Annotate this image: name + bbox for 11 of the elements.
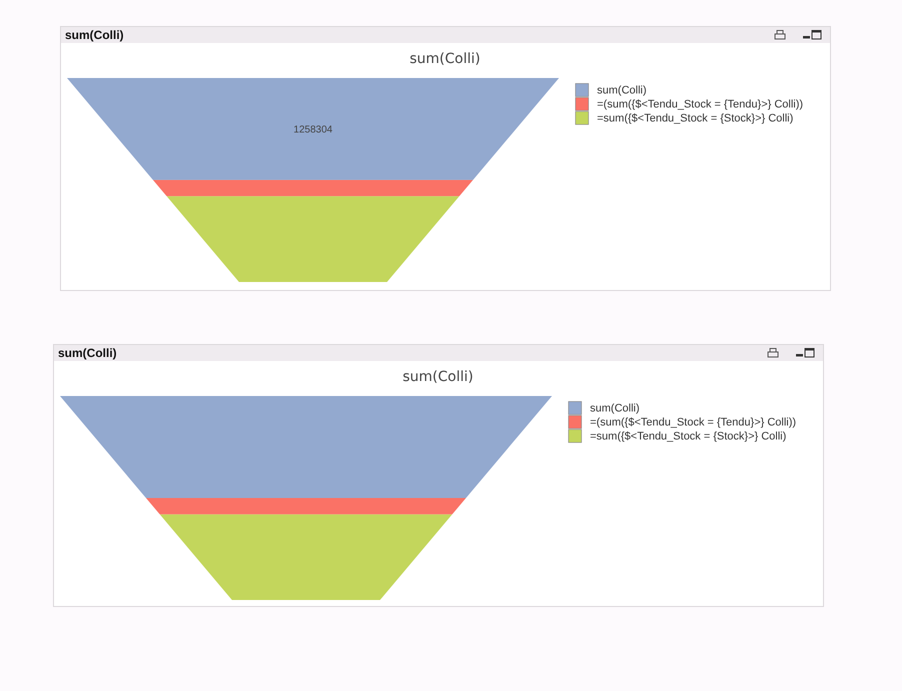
text: sum(Colli) [597,84,646,96]
chart-title: sum(Colli) [65,28,124,42]
legend-label: =(sum({$<Tendu_Stock = {Tendu}>} Colli)) [597,98,804,110]
legend-label: =sum({$<Tendu_Stock = {Stock}>} Colli) [590,430,786,442]
legend-label: =(sum({$<Tendu_Stock = {Tendu}>} Colli)) [590,416,796,428]
text: sum(Colli) [590,402,640,414]
data-label: 1258304 [294,124,333,136]
chart-title: sum(Colli) [58,346,117,360]
chart-subtitle: sum(Colli) [402,369,474,385]
chart-subtitle: sum(Colli) [410,51,480,67]
legend-label: =sum({$<Tendu_Stock = {Stock}>} Colli) [597,112,794,124]
